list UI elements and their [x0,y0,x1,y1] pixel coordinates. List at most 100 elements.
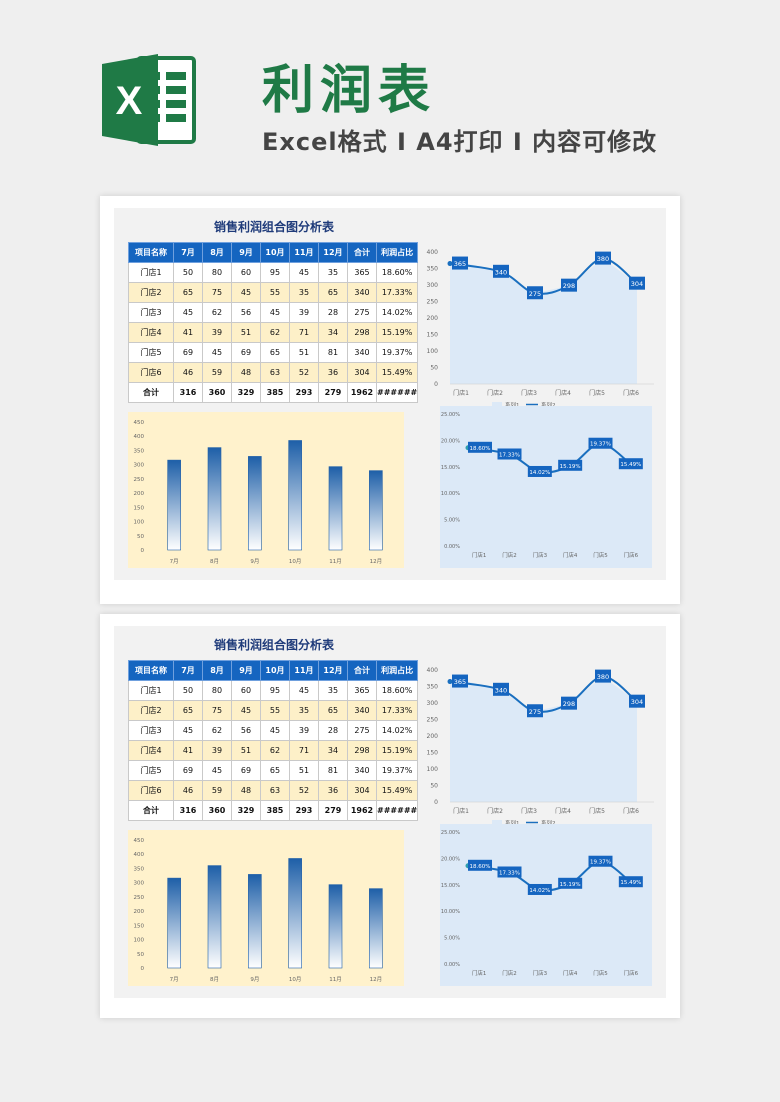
y-tick-label: 350 [427,266,439,273]
y-tick-label: 0 [434,381,438,388]
table-cell: 48 [231,362,261,383]
table-cell: 62 [202,302,232,323]
data-label: 17.33% [499,452,520,458]
total-row: 合计 316 360 329 385 293 279 1962 ###### [128,382,419,403]
column-header: 10月 [260,242,290,263]
table-cell: 51 [289,760,319,781]
total-cell: ###### [375,800,419,821]
table-cell: 门店5 [128,342,174,363]
bar [207,447,222,551]
table-cell: 14.02% [375,720,419,741]
table-cell: 340 [347,700,377,721]
data-label-box [595,251,611,265]
table-cell: 门店1 [128,262,174,283]
data-label: 15.19% [560,464,581,470]
table-cell: 门店4 [128,740,174,761]
sheet-1: 销售利润组合图分析表 项目名称 7月 8月 9月 10月 11月 12月 合计 利润占比 门店1 5… [100,196,680,604]
table-row: 门店5 69 45 69 65 51 81 340 19.37% [128,760,419,781]
table-cell: 50 [173,262,203,283]
data-label: 14.02% [529,470,550,476]
table-cell: 59 [202,362,232,383]
bar-chart: 0 50 100 150 200 250 300 350 400 450 7月 8月 9月 10月 11月 1… [128,412,404,568]
x-tick-label: 门店6 [624,969,639,977]
data-label: 275 [529,290,541,298]
table-cell: 45 [231,700,261,721]
x-tick-label: 门店2 [487,807,503,815]
x-tick-label: 门店5 [593,969,608,977]
data-label-box [493,264,509,278]
bar [369,470,383,551]
column-header: 7月 [173,242,203,263]
y-tick-label: 0.00% [444,962,460,968]
table-cell: 81 [318,342,348,363]
x-tick-label: 门店5 [589,389,605,397]
table-cell: 65 [318,700,348,721]
x-tick-label: 10月 [289,976,302,983]
table-cell: 80 [202,262,232,283]
data-label-box [588,437,613,449]
table-cell: 75 [202,282,232,303]
x-tick-label: 7月 [170,558,179,565]
data-label: 340 [495,686,507,694]
y-tick-label: 400 [427,249,439,256]
bar [167,459,181,551]
table-cell: 62 [202,720,232,741]
x-tick-label: 门店2 [502,551,517,559]
data-label: 15.19% [560,882,581,888]
x-tick-label: 门店5 [593,551,608,559]
y-tick-label: 10.00% [441,909,460,915]
x-tick-label: 门店6 [623,389,639,397]
table-cell: 46 [173,780,203,801]
excel-icon-letter: X [116,79,143,123]
y-tick-label: 10.00% [441,491,460,497]
table-cell: 门店2 [128,282,174,303]
x-tick-label: 门店4 [563,551,578,559]
total-cell: 合计 [128,382,174,403]
table-cell: 59 [202,780,232,801]
table-cell: 65 [318,282,348,303]
table-header-row: 项目名称 7月 8月 9月 10月 11月 12月 合计 利润占比 [128,660,419,681]
table-row: 门店6 46 59 48 63 52 36 304 15.49% [128,362,419,383]
x-tick-label: 门店3 [521,807,537,815]
excel-icon: X [102,54,196,146]
profit-table: 项目名称 7月 8月 9月 10月 11月 12月 合计 利润占比 门店1 50 80 60 95 45 35… [128,660,419,821]
table-row: 门店4 41 39 51 62 71 34 298 15.19% [128,322,419,343]
table-cell: 35 [289,282,319,303]
x-tick-label: 门店2 [502,969,517,977]
table-cell: 门店5 [128,760,174,781]
y-tick-label: 25.00% [441,830,460,836]
table-cell: 298 [347,740,377,761]
table-cell: 55 [260,282,290,303]
analysis-block: 销售利润组合图分析表 项目名称 7月 8月 9月 10月 11月 12月 合计 利润占比 门店1 5… [114,626,666,998]
page-subtitle: Excel格式 I A4打印 I 内容可修改 [262,128,658,156]
table-cell: 28 [318,720,348,741]
table-cell: 45 [260,720,290,741]
x-tick-label: 12月 [370,558,383,565]
table-cell: 65 [260,760,290,781]
data-label: 298 [563,282,575,290]
x-tick-label: 门店2 [487,389,503,397]
table-cell: 28 [318,302,348,323]
table-cell: 门店4 [128,322,174,343]
sheet-2: 销售利润组合图分析表 项目名称 7月 8月 9月 10月 11月 12月 合计 利润占比 门店1 5… [100,614,680,1018]
y-tick-label: 150 [427,332,439,339]
table-cell: 69 [173,342,203,363]
table-cell: 365 [347,680,377,701]
y-tick-label: 200 [134,909,145,915]
y-tick-label: 350 [427,684,439,691]
y-tick-label: 250 [427,299,439,306]
table-cell: 275 [347,302,377,323]
block-title: 销售利润组合图分析表 [214,638,335,652]
data-label-box [588,855,613,867]
chart-background [440,824,652,986]
data-label: 304 [631,280,643,288]
x-tick-label: 7月 [170,976,179,983]
total-cell: 316 [173,382,203,403]
table-cell: 15.49% [375,362,419,383]
x-tick-label: 12月 [370,976,383,983]
total-cell: 279 [318,800,348,821]
x-tick-label: 10月 [289,558,302,565]
bar [288,858,302,969]
data-label: 340 [495,268,507,276]
table-cell: 39 [202,322,232,343]
